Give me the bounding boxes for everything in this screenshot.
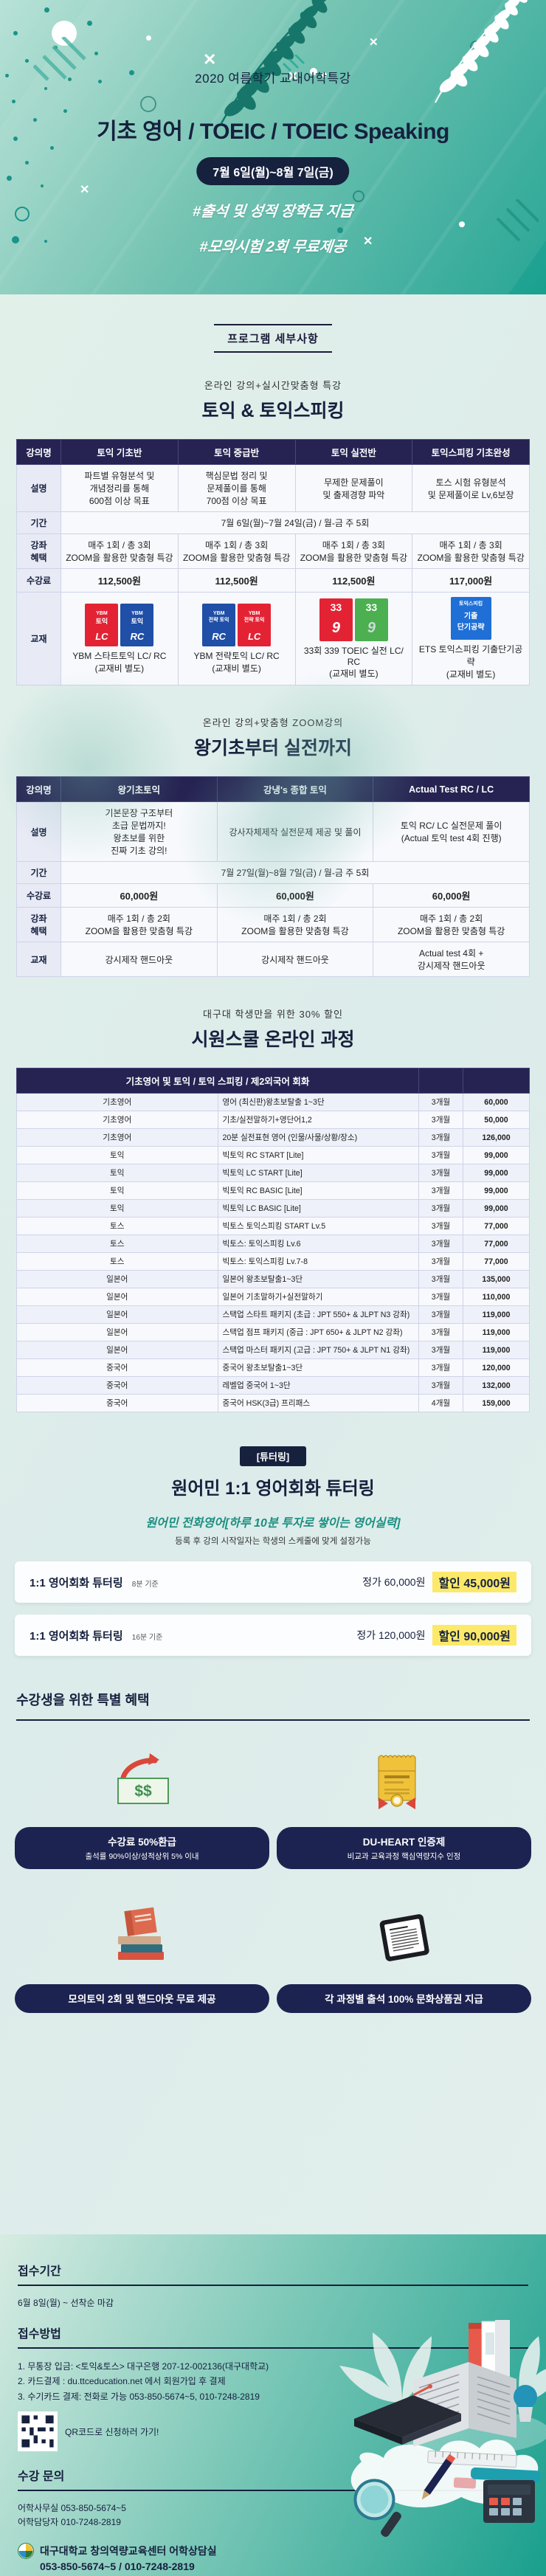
svg-text:$$: $$ <box>134 1783 152 1800</box>
